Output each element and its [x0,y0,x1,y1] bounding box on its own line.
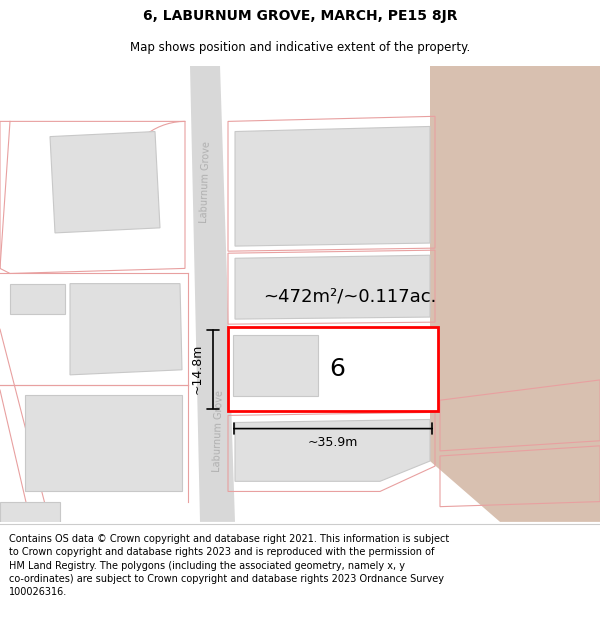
Text: Laburnum Grove: Laburnum Grove [199,141,211,223]
Polygon shape [235,126,430,246]
Text: Contains OS data © Crown copyright and database right 2021. This information is : Contains OS data © Crown copyright and d… [9,534,449,597]
Polygon shape [0,502,60,527]
Polygon shape [50,131,160,233]
Bar [228,328,438,411]
Polygon shape [25,395,182,491]
Bar [233,336,318,396]
Polygon shape [10,284,65,314]
Text: ~14.8m: ~14.8m [191,344,203,394]
Text: ~35.9m: ~35.9m [308,436,358,449]
Text: Map shows position and indicative extent of the property.: Map shows position and indicative extent… [130,41,470,54]
Text: ~472m²/~0.117ac.: ~472m²/~0.117ac. [263,288,437,306]
Text: 6, LABURNUM GROVE, MARCH, PE15 8JR: 6, LABURNUM GROVE, MARCH, PE15 8JR [143,9,457,23]
Polygon shape [190,66,235,522]
Text: Laburnum Grove: Laburnum Grove [212,389,224,472]
Polygon shape [430,66,600,522]
Polygon shape [235,255,430,319]
Text: 6: 6 [329,357,345,381]
Polygon shape [70,284,182,375]
Polygon shape [235,419,430,481]
